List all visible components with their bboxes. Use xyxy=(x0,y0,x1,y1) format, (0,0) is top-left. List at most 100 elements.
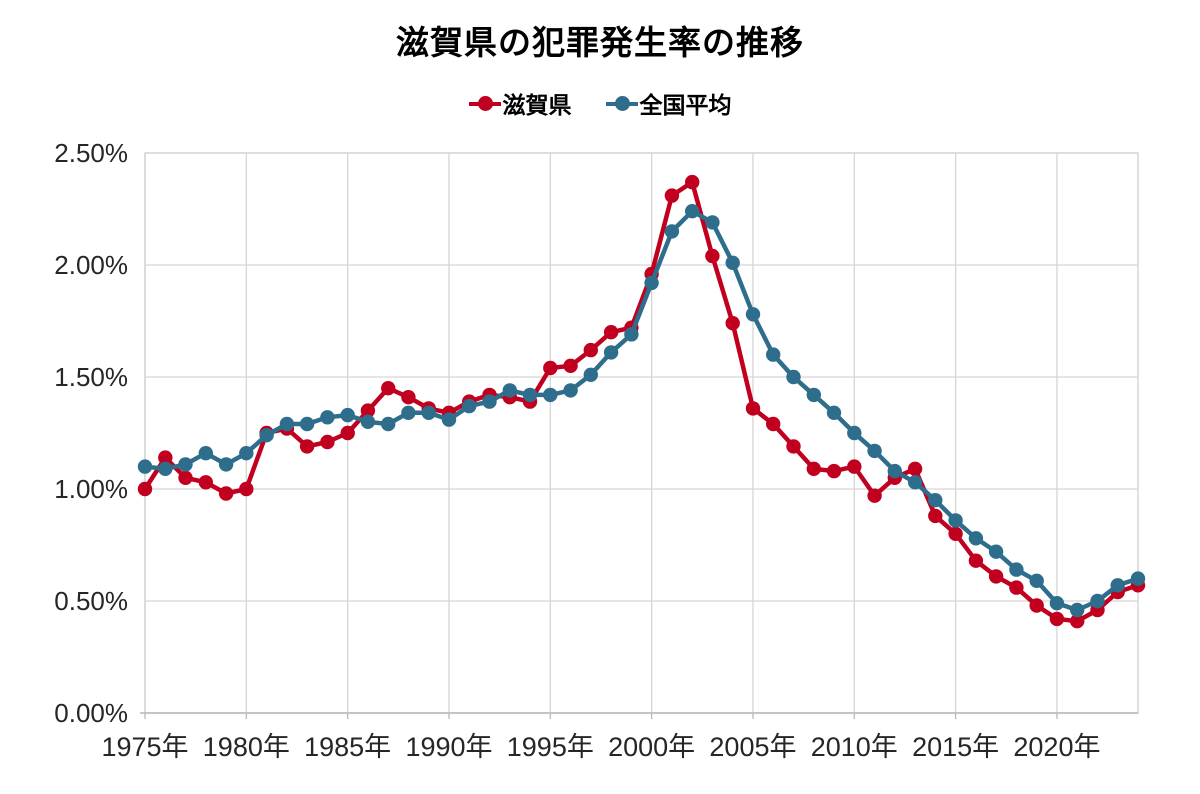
data-point-national-1985 xyxy=(340,407,355,423)
data-point-national-2009 xyxy=(826,405,842,420)
shiga-series-marker-icon xyxy=(468,95,501,111)
legend-item-national: 全国平均 xyxy=(605,86,732,120)
x-axis-tick-label: 1995年 xyxy=(507,732,594,762)
data-point-shiga-2020 xyxy=(1049,611,1065,627)
x-axis-tick-label: 2010年 xyxy=(811,732,898,762)
data-point-shiga-2011 xyxy=(867,488,882,503)
data-point-national-2021 xyxy=(1070,602,1085,618)
data-point-national-2018 xyxy=(1009,562,1024,577)
data-point-national-1982 xyxy=(279,416,295,432)
data-point-national-2003 xyxy=(705,215,720,230)
data-point-national-2004 xyxy=(725,255,740,270)
data-point-national-1993 xyxy=(502,383,517,398)
data-point-shiga-1996 xyxy=(563,358,578,373)
x-axis-tick-label: 1980年 xyxy=(203,732,290,762)
data-point-shiga-2001 xyxy=(664,188,680,203)
data-point-shiga-2018 xyxy=(1009,580,1024,595)
data-point-shiga-2021 xyxy=(1070,614,1085,629)
x-axis-tick-label: 1985年 xyxy=(304,732,391,762)
data-point-shiga-2002 xyxy=(685,174,700,190)
data-point-national-1992 xyxy=(482,394,497,409)
data-point-national-2012 xyxy=(887,463,902,479)
data-point-national-2006 xyxy=(766,347,781,362)
data-point-shiga-2009 xyxy=(826,463,842,479)
data-point-national-2014 xyxy=(928,493,943,508)
data-point-shiga-1988 xyxy=(401,390,416,405)
x-axis-tick-label: 2015年 xyxy=(912,732,999,762)
data-point-national-2022 xyxy=(1090,593,1105,609)
data-point-national-2001 xyxy=(664,224,680,239)
data-point-national-2010 xyxy=(847,425,862,441)
data-point-shiga-2017 xyxy=(988,569,1004,584)
data-point-shiga-2016 xyxy=(968,553,984,568)
data-point-shiga-1977 xyxy=(178,470,193,485)
data-point-shiga-1978 xyxy=(198,475,213,490)
data-point-national-2023 xyxy=(1110,578,1125,593)
data-point-national-1977 xyxy=(178,457,193,472)
data-point-shiga-2005 xyxy=(745,401,761,416)
legend-label-national: 全国平均 xyxy=(639,92,732,118)
data-point-national-1990 xyxy=(441,412,457,427)
data-point-shiga-2004 xyxy=(725,316,740,331)
data-point-shiga-1987 xyxy=(381,381,396,396)
x-axis-tick-label: 2005年 xyxy=(709,732,796,762)
data-point-shiga-1998 xyxy=(603,325,619,340)
chart-legend: 滋賀県 全国平均 xyxy=(0,86,1200,120)
data-point-national-2002 xyxy=(685,204,700,219)
data-point-shiga-1976 xyxy=(158,450,173,465)
data-point-national-2007 xyxy=(786,369,801,385)
data-point-national-1981 xyxy=(259,428,274,443)
data-point-national-2005 xyxy=(745,307,761,322)
data-point-national-1984 xyxy=(320,410,335,425)
data-point-national-2016 xyxy=(968,531,984,546)
data-point-shiga-2019 xyxy=(1029,598,1044,613)
national-series-marker-icon xyxy=(605,95,638,111)
data-point-national-1999 xyxy=(624,327,639,342)
data-point-national-1979 xyxy=(218,457,234,472)
data-point-national-2011 xyxy=(867,443,882,459)
x-axis-tick-label: 2020年 xyxy=(1013,732,1100,762)
data-point-national-1975 xyxy=(137,459,153,474)
data-point-national-1988 xyxy=(401,405,416,420)
y-axis-tick-label: 0.00% xyxy=(54,698,128,728)
data-point-national-2015 xyxy=(948,513,963,528)
y-axis-tick-label: 0.50% xyxy=(54,586,128,616)
data-point-national-1986 xyxy=(360,414,376,429)
data-point-national-1991 xyxy=(462,398,477,414)
data-point-shiga-2003 xyxy=(705,248,720,264)
data-point-national-1989 xyxy=(421,405,436,420)
data-point-national-1976 xyxy=(158,461,173,476)
data-point-shiga-1975 xyxy=(137,481,153,497)
data-point-national-1997 xyxy=(583,367,598,382)
data-point-shiga-1983 xyxy=(299,439,315,454)
data-point-shiga-2006 xyxy=(766,416,781,432)
data-point-shiga-1985 xyxy=(340,425,355,441)
data-point-national-2017 xyxy=(988,544,1004,559)
data-point-shiga-1979 xyxy=(218,486,234,501)
legend-label-shiga: 滋賀県 xyxy=(502,92,572,118)
data-point-national-1995 xyxy=(543,387,558,403)
data-point-national-2008 xyxy=(806,387,821,403)
data-point-shiga-1995 xyxy=(543,360,558,376)
data-point-national-1987 xyxy=(381,416,396,432)
x-axis-tick-label: 1975年 xyxy=(101,732,188,762)
data-point-shiga-1986 xyxy=(360,403,376,418)
data-point-national-1994 xyxy=(522,387,538,403)
y-axis-tick-label: 1.00% xyxy=(54,474,128,504)
y-axis-tick-label: 1.50% xyxy=(54,362,128,392)
data-point-shiga-2007 xyxy=(786,439,801,454)
data-point-shiga-1984 xyxy=(320,434,335,450)
chart-title: 滋賀県の犯罪発生率の推移 xyxy=(396,24,804,61)
data-point-national-1978 xyxy=(198,446,213,461)
y-axis-tick-label: 2.50% xyxy=(54,138,128,168)
series-line-shiga xyxy=(142,179,1141,624)
data-point-national-1996 xyxy=(563,383,578,398)
legend-item-shiga: 滋賀県 xyxy=(468,86,572,120)
data-point-shiga-2013 xyxy=(907,461,923,476)
data-point-shiga-2010 xyxy=(847,459,862,474)
y-axis-tick-label: 2.00% xyxy=(54,250,128,280)
data-point-national-1980 xyxy=(239,446,254,461)
x-axis-tick-label: 1990年 xyxy=(405,732,492,762)
data-point-national-1983 xyxy=(299,416,315,432)
